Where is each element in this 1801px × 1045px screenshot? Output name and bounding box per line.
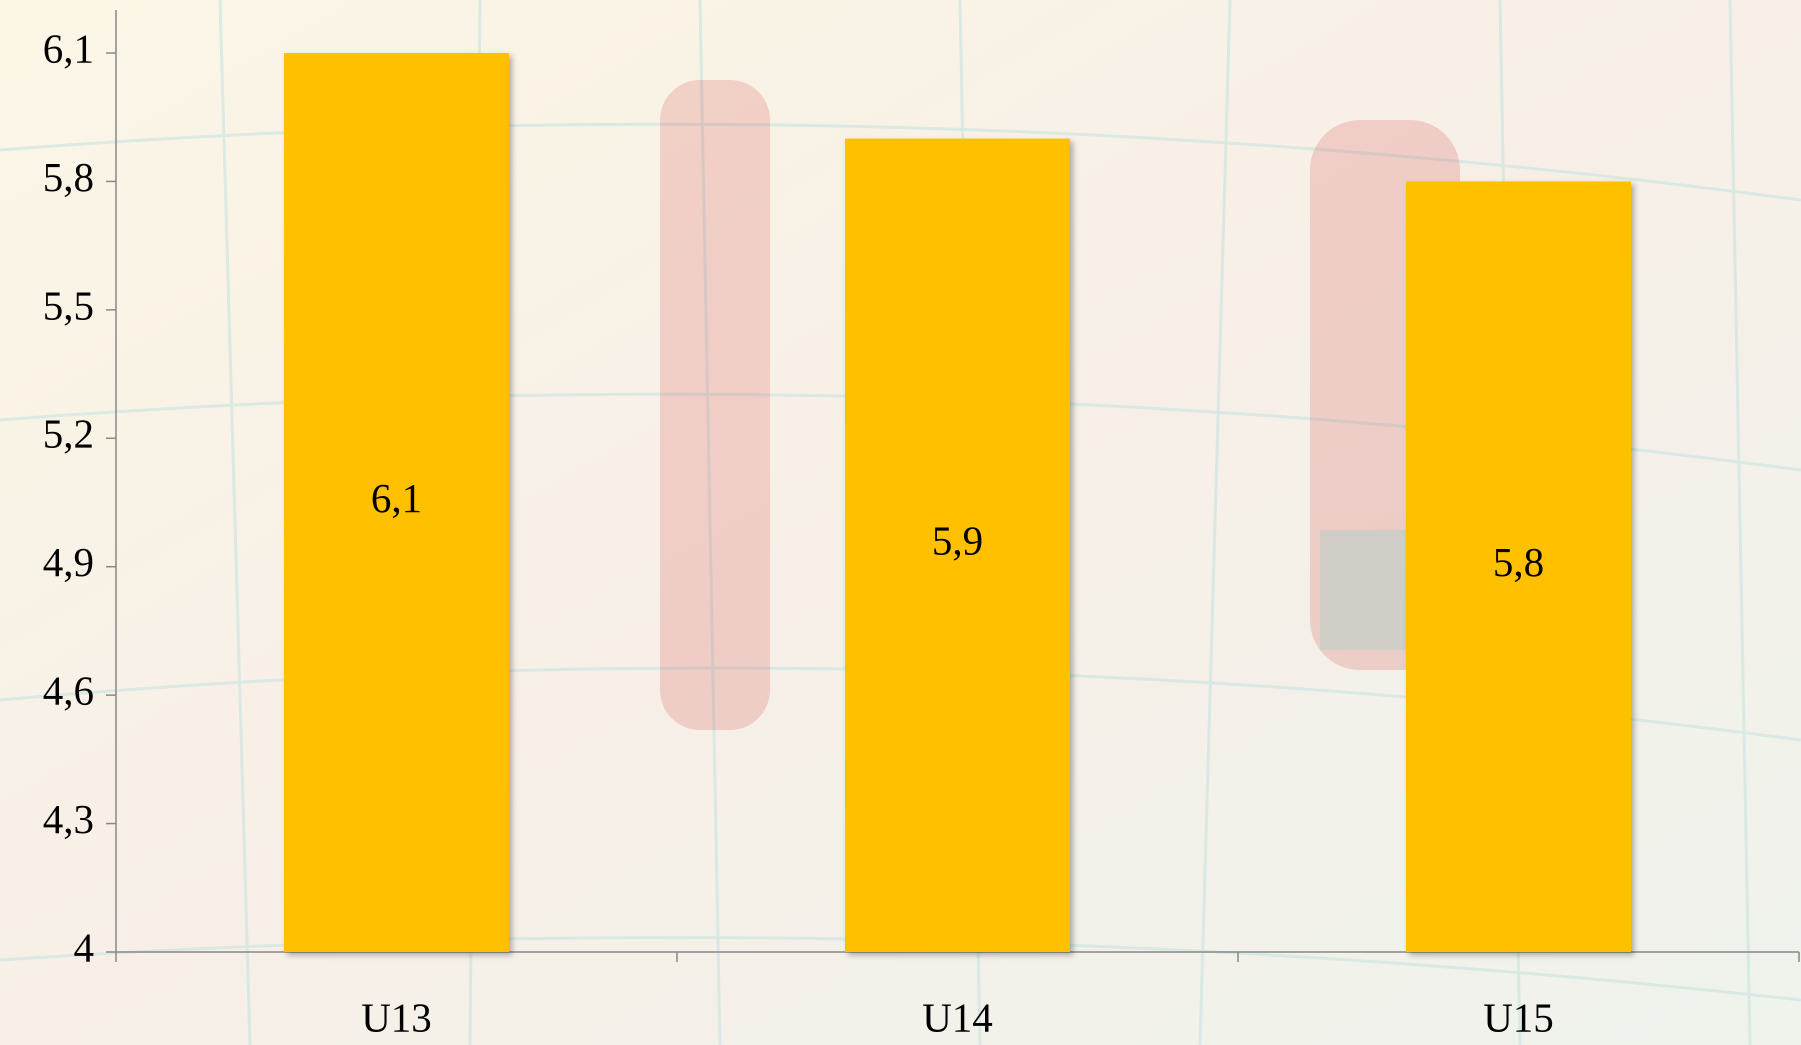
y-tick-label: 4,6 [43, 668, 94, 714]
chart: 4 4,3 4,6 4,9 5,2 5,5 5,8 6,1 U13 6,1 U14 5,9 U15 5,8 [0, 0, 1801, 1045]
page: 4 4,3 4,6 4,9 5,2 5,5 5,8 6,1 U13 6,1 U14 5,9 U15 5,8… [0, 0, 1801, 1045]
x-tick-label: U14 [922, 994, 993, 1040]
y-tick-label: 5,5 [43, 282, 94, 328]
y-tick-label: 5,2 [43, 411, 94, 457]
x-tick-label: U13 [361, 994, 432, 1040]
y-tick-label: 6,1 [43, 25, 94, 71]
y-tick-label: 4 [74, 924, 95, 970]
data-label: 5,9 [932, 518, 983, 564]
data-label: 5,8 [1493, 539, 1544, 585]
data-label: 6,1 [371, 475, 422, 521]
x-tick-label: U15 [1483, 994, 1554, 1040]
y-tick-label: 4,9 [43, 539, 94, 585]
y-tick-label: 4,3 [43, 796, 94, 842]
y-tick-label: 5,8 [43, 154, 94, 200]
